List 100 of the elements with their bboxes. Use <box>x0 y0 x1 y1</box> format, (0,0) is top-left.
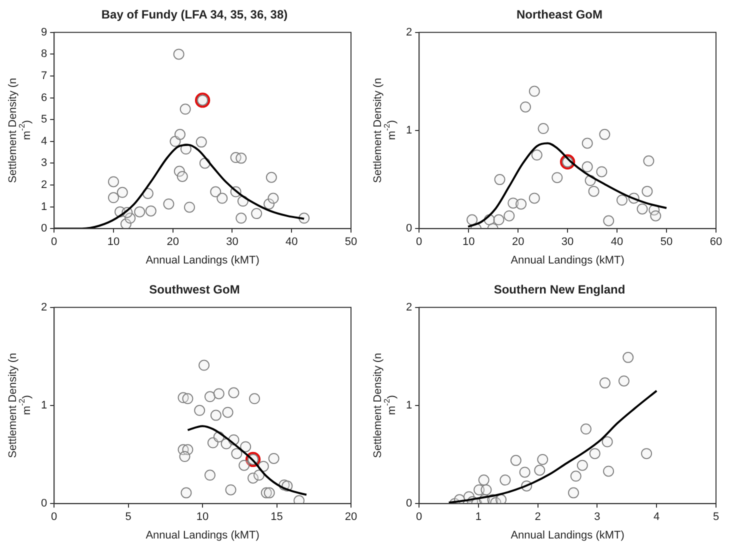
point <box>534 464 546 476</box>
point <box>504 210 515 222</box>
x-tick-label: 30 <box>226 236 238 248</box>
point <box>182 393 194 404</box>
point <box>531 150 542 161</box>
x-axis-title: Annual Landings (kMT) <box>146 529 260 542</box>
x-tick-label: 4 <box>654 511 660 524</box>
y-tick-label: 1 <box>40 200 48 213</box>
chart-title: Southern New England <box>494 282 626 297</box>
x-tick-label: 5 <box>712 511 720 524</box>
point <box>174 128 186 140</box>
x-axis-title: Annual Landings (kMT) <box>146 254 260 266</box>
x-tick-label: 30 <box>561 236 574 248</box>
point <box>580 424 592 435</box>
point <box>196 136 207 148</box>
x-tick-label: 50 <box>660 236 673 248</box>
x-tick-label: 10 <box>196 511 209 524</box>
point <box>480 484 492 496</box>
x-axis-title: Annual Landings (kMT) <box>510 529 624 542</box>
point <box>108 176 119 188</box>
chart-title: Southwest GoM <box>149 282 240 297</box>
x-tick-label: 3 <box>594 511 600 524</box>
point <box>210 186 222 198</box>
point <box>116 186 128 198</box>
point <box>602 436 613 448</box>
point <box>528 86 540 97</box>
y-tick-label: 7 <box>40 70 48 82</box>
line-series <box>186 425 308 496</box>
x-tick-label: 5 <box>125 511 132 524</box>
x-tick-label: 0 <box>416 511 422 524</box>
point <box>266 172 277 183</box>
point <box>589 448 600 460</box>
y-tick-label: 0 <box>406 498 412 510</box>
point <box>236 212 247 224</box>
point <box>568 487 579 498</box>
point <box>180 104 191 115</box>
point <box>176 171 188 182</box>
point <box>500 474 511 486</box>
point <box>231 448 242 460</box>
point <box>478 474 490 486</box>
point <box>582 138 593 149</box>
point <box>650 210 662 222</box>
point <box>134 206 146 218</box>
point <box>616 194 628 206</box>
x-tick-label: 2 <box>534 511 541 524</box>
x-tick-label: 40 <box>610 236 624 248</box>
x-tick-label: 20 <box>166 236 179 248</box>
point <box>216 192 228 204</box>
point <box>618 375 630 386</box>
x-tick-label: 20 <box>512 236 524 248</box>
point <box>622 352 634 363</box>
point <box>253 470 264 481</box>
point <box>213 388 224 400</box>
y-tick-label: 2 <box>40 301 48 314</box>
point <box>145 205 156 216</box>
point <box>519 466 530 478</box>
y-tick-label: 1 <box>406 124 412 137</box>
point <box>496 494 507 504</box>
y-tick-label: 4 <box>40 135 48 148</box>
point <box>642 186 653 197</box>
line-series <box>467 142 668 228</box>
y-tick-label: 8 <box>40 48 48 60</box>
point <box>494 174 506 186</box>
point <box>225 484 236 496</box>
y-tick-label: 2 <box>40 179 48 192</box>
y-tick-label: 9 <box>40 26 48 38</box>
point <box>184 202 195 213</box>
point <box>179 451 190 462</box>
point <box>510 454 522 466</box>
y-tick-label: 0 <box>406 222 412 235</box>
point <box>240 441 252 452</box>
point <box>238 460 250 471</box>
point <box>582 161 593 172</box>
x-tick-label: 10 <box>107 236 120 248</box>
y-tick-label: 1 <box>406 400 412 412</box>
y-tick-label: 0 <box>40 498 48 510</box>
point <box>603 466 614 477</box>
point <box>204 470 216 481</box>
x-tick-label: 10 <box>462 236 475 248</box>
point <box>236 152 247 164</box>
point <box>599 377 610 388</box>
y-tick-label: 3 <box>40 157 48 170</box>
line-series <box>448 390 658 504</box>
chart-title: Northeast GoM <box>516 8 603 22</box>
point <box>249 393 260 404</box>
chart-title: Bay of Fundy (LFA 34, 35, 36, 38) <box>101 8 288 22</box>
point <box>599 128 610 140</box>
y-tick-label: 1 <box>40 400 48 412</box>
x-tick-label: 0 <box>51 236 58 248</box>
point <box>294 495 305 504</box>
y-tick-label: 2 <box>406 301 412 314</box>
x-tick-label: 60 <box>710 236 722 248</box>
point <box>643 155 654 166</box>
point <box>588 186 600 197</box>
point <box>251 208 262 220</box>
point <box>603 215 614 226</box>
point <box>641 448 652 460</box>
point <box>198 360 210 371</box>
x-tick-label: 15 <box>270 511 283 524</box>
point <box>204 391 216 402</box>
